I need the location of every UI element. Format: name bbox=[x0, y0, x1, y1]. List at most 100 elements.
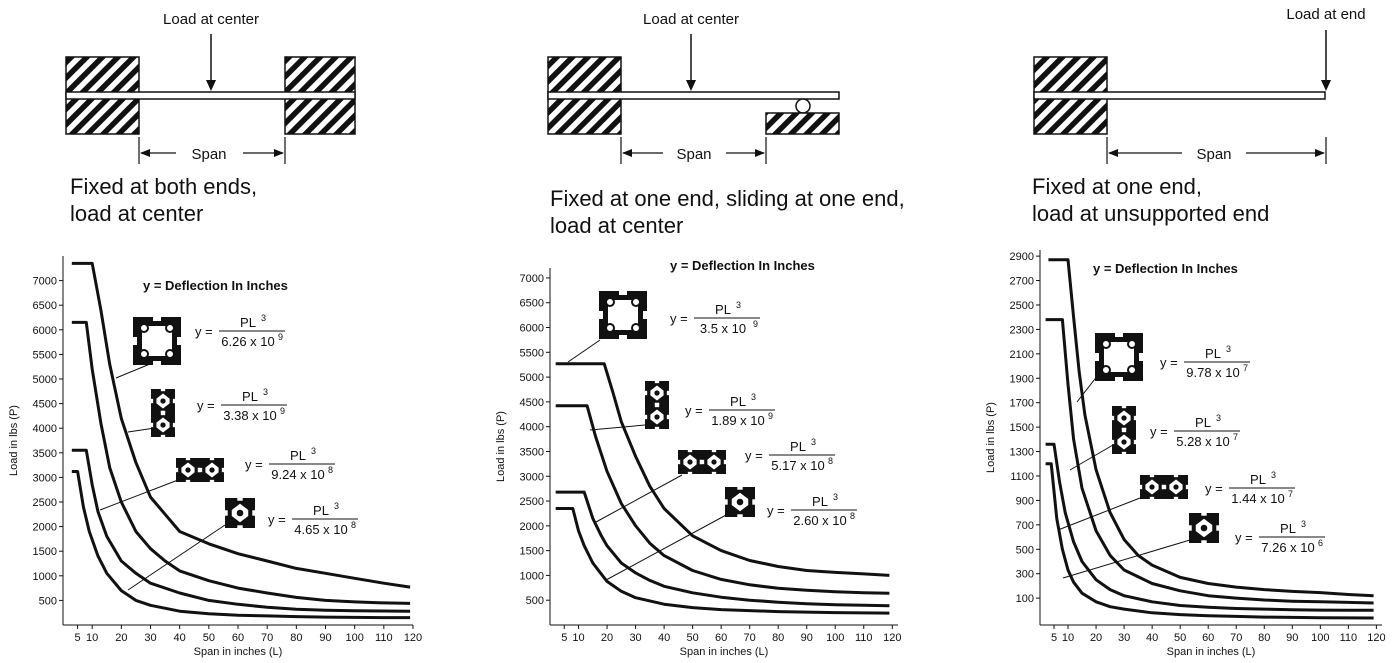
load-label: Load at center bbox=[643, 11, 739, 28]
formula-lhs: y = bbox=[1205, 481, 1223, 496]
series-line-1 bbox=[555, 362, 890, 577]
leader-line-2 bbox=[589, 424, 646, 431]
y-tick-label: 5000 bbox=[520, 372, 544, 384]
y-tick-label: 6500 bbox=[520, 298, 544, 310]
y-tick-label: 4000 bbox=[520, 422, 544, 434]
load-arrowhead bbox=[686, 80, 696, 91]
y-tick-label: 2500 bbox=[1010, 300, 1034, 312]
y-tick-label: 1500 bbox=[1010, 422, 1034, 434]
formula-lhs: y = bbox=[1160, 355, 1178, 370]
formula-denominator: 2.60 x 10 bbox=[793, 513, 847, 528]
x-tick-label: 90 bbox=[1286, 632, 1298, 644]
profile-icon-wide bbox=[675, 447, 729, 477]
x-tick-label: 70 bbox=[261, 632, 273, 644]
formula-denominator: 1.44 x 10 bbox=[1231, 491, 1285, 506]
x-tick-label: 50 bbox=[686, 632, 698, 644]
series-line-2 bbox=[1045, 318, 1374, 605]
y-tick-label: 4500 bbox=[33, 399, 57, 411]
span-label: Span bbox=[1196, 146, 1231, 163]
formula-lhs: y = bbox=[268, 512, 286, 527]
x-tick-label: 100 bbox=[1311, 632, 1329, 644]
beam bbox=[1033, 91, 1326, 100]
y-tick-label: 1900 bbox=[1010, 373, 1034, 385]
y-tick-label: 3500 bbox=[520, 446, 544, 458]
span-label: Span bbox=[676, 146, 711, 163]
caption-line-1: Fixed at one end, bbox=[1032, 174, 1203, 199]
y-tick-label: 2100 bbox=[1010, 349, 1034, 361]
profile-icon-tall bbox=[1109, 403, 1139, 457]
formula-lhs: y = bbox=[767, 503, 785, 518]
x-tick-label: 120 bbox=[883, 632, 901, 644]
deflection-formula-3: y = PL 3 5.17 x 10 8 bbox=[745, 437, 835, 473]
formula-denominator-exponent: 6 bbox=[1318, 538, 1323, 548]
x-tick-label: 100 bbox=[345, 632, 363, 644]
formula-numerator: PL bbox=[715, 302, 731, 317]
x-tick-label: 60 bbox=[1202, 632, 1214, 644]
x-tick-label: 10 bbox=[86, 632, 98, 644]
series-line-3 bbox=[555, 490, 890, 608]
panel-svg: Load at end Span 100 300 500 700 900 1100 1300… bbox=[985, 6, 1386, 658]
formula-numerator: PL bbox=[1195, 415, 1211, 430]
leader-line-1 bbox=[1076, 374, 1099, 403]
load-label: Load at center bbox=[163, 11, 259, 28]
profile-icon-tall bbox=[148, 386, 178, 440]
x-tick-label: 30 bbox=[629, 632, 641, 644]
x-tick-label: 80 bbox=[1258, 632, 1270, 644]
x-tick-label: 20 bbox=[601, 632, 613, 644]
chart-heading: y = Deflection In Inches bbox=[1093, 261, 1238, 276]
y-tick-label: 3000 bbox=[33, 472, 57, 484]
x-tick-label: 40 bbox=[658, 632, 670, 644]
deflection-formula-4: y = PL 3 2.60 x 10 8 bbox=[767, 492, 857, 528]
formula-numerator: PL bbox=[1250, 472, 1266, 487]
deflection-formula-2: y = PL 3 1.89 x 10 9 bbox=[685, 392, 775, 428]
formula-denominator-exponent: 9 bbox=[280, 406, 285, 416]
leader-line-2 bbox=[127, 427, 156, 433]
deflection-formula-4: y = PL 3 4.65 x 10 8 bbox=[268, 501, 358, 537]
formula-denominator-exponent: 9 bbox=[278, 332, 283, 342]
x-tick-label: 40 bbox=[1146, 632, 1158, 644]
formula-numerator-exponent: 3 bbox=[1301, 519, 1306, 529]
leader-line-4 bbox=[1062, 539, 1191, 579]
panel-fixed-sliding: Load at center Span 500 1000 1500 2000 2500 3… bbox=[470, 0, 920, 663]
sliding-support bbox=[765, 112, 840, 135]
y-tick-label: 3000 bbox=[520, 471, 544, 483]
beam-diagram: Load at end Span bbox=[1033, 6, 1366, 164]
formula-numerator: PL bbox=[1205, 346, 1221, 361]
deflection-formula-2: y = PL 3 5.28 x 10 7 bbox=[1150, 413, 1240, 449]
x-tick-label: 60 bbox=[715, 632, 727, 644]
roller bbox=[795, 98, 811, 114]
caption-line-2: load at center bbox=[70, 201, 204, 226]
y-tick-label: 4000 bbox=[33, 423, 57, 435]
span-arrowhead-left bbox=[140, 149, 150, 157]
x-tick-label: 120 bbox=[404, 632, 422, 644]
y-tick-label: 500 bbox=[526, 595, 544, 607]
y-tick-label: 7000 bbox=[520, 273, 544, 285]
deflection-formula-1: y = PL 3 3.5 x 10 9 bbox=[670, 300, 760, 336]
y-tick-label: 5500 bbox=[520, 347, 544, 359]
x-tick-label: 60 bbox=[232, 632, 244, 644]
series-line-4 bbox=[71, 470, 411, 620]
formula-numerator-exponent: 3 bbox=[751, 392, 756, 402]
y-tick-label: 1300 bbox=[1010, 447, 1034, 459]
formula-denominator: 1.89 x 10 bbox=[711, 413, 765, 428]
y-tick-label: 1000 bbox=[33, 571, 57, 583]
y-tick-label: 2500 bbox=[33, 497, 57, 509]
y-tick-label: 1000 bbox=[520, 570, 544, 582]
panel-svg: Load at center Span 500 1000 1500 2000 2500 3… bbox=[495, 11, 901, 658]
y-tick-label: 900 bbox=[1016, 495, 1034, 507]
y-tick-label: 7000 bbox=[33, 276, 57, 288]
x-tick-label: 10 bbox=[572, 632, 584, 644]
panel-fixed-both-ends: Load at center Span 500 1000 1500 2000 2500 3… bbox=[0, 0, 440, 663]
formula-denominator-exponent: 7 bbox=[1233, 432, 1238, 442]
formula-denominator-exponent: 7 bbox=[1243, 363, 1248, 373]
formula-lhs: y = bbox=[745, 448, 763, 463]
formula-lhs: y = bbox=[245, 457, 263, 472]
y-tick-label: 300 bbox=[1016, 569, 1034, 581]
x-axis-label: Span in inches (L) bbox=[680, 646, 769, 658]
y-tick-label: 5500 bbox=[33, 349, 57, 361]
deflection-formula-1: y = PL 3 9.78 x 10 7 bbox=[1160, 344, 1250, 380]
formula-denominator: 9.78 x 10 bbox=[1186, 365, 1240, 380]
formula-denominator: 5.28 x 10 bbox=[1176, 434, 1230, 449]
leader-line-3 bbox=[99, 479, 179, 511]
span-label: Span bbox=[191, 146, 226, 163]
